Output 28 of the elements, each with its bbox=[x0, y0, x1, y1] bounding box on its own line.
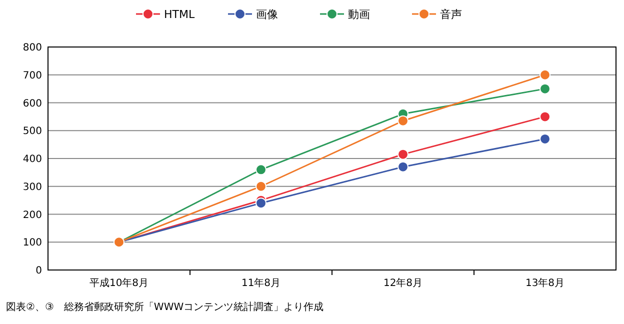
point bbox=[256, 164, 266, 176]
point bbox=[398, 115, 408, 126]
x-tick-label: 13年8月 bbox=[525, 277, 565, 289]
y-tick-label: 500 bbox=[22, 126, 42, 138]
point bbox=[540, 111, 550, 122]
legend-label: 音声 bbox=[440, 8, 462, 21]
text: 図表②、③ 総務省郵政研究所「WWWコンテンツ統計調査」より作成 bbox=[6, 301, 324, 313]
legend-label: HTML bbox=[164, 8, 196, 21]
y-tick-label: 300 bbox=[22, 182, 42, 193]
y-tick-label: 700 bbox=[22, 70, 42, 82]
y-tick-label: 600 bbox=[22, 98, 42, 110]
point bbox=[540, 133, 550, 144]
legend-label: 画像 bbox=[256, 8, 278, 21]
x-tick-label: 12年8月 bbox=[383, 277, 423, 289]
y-tick-label: 0 bbox=[36, 266, 42, 276]
y-tick-label: 200 bbox=[22, 210, 42, 221]
y-tick-label: 100 bbox=[22, 238, 42, 249]
x-tick-label: 11年8月 bbox=[241, 277, 281, 289]
point bbox=[256, 180, 266, 192]
y-tick-label: 800 bbox=[22, 42, 42, 54]
x-tick-label: 平成10年8月 bbox=[89, 277, 149, 289]
point bbox=[540, 83, 550, 94]
y-tick-label: 400 bbox=[22, 154, 42, 165]
point bbox=[398, 148, 408, 160]
point bbox=[398, 161, 408, 172]
point bbox=[256, 198, 266, 209]
legend-label: 動画 bbox=[348, 8, 370, 21]
point bbox=[540, 69, 550, 80]
